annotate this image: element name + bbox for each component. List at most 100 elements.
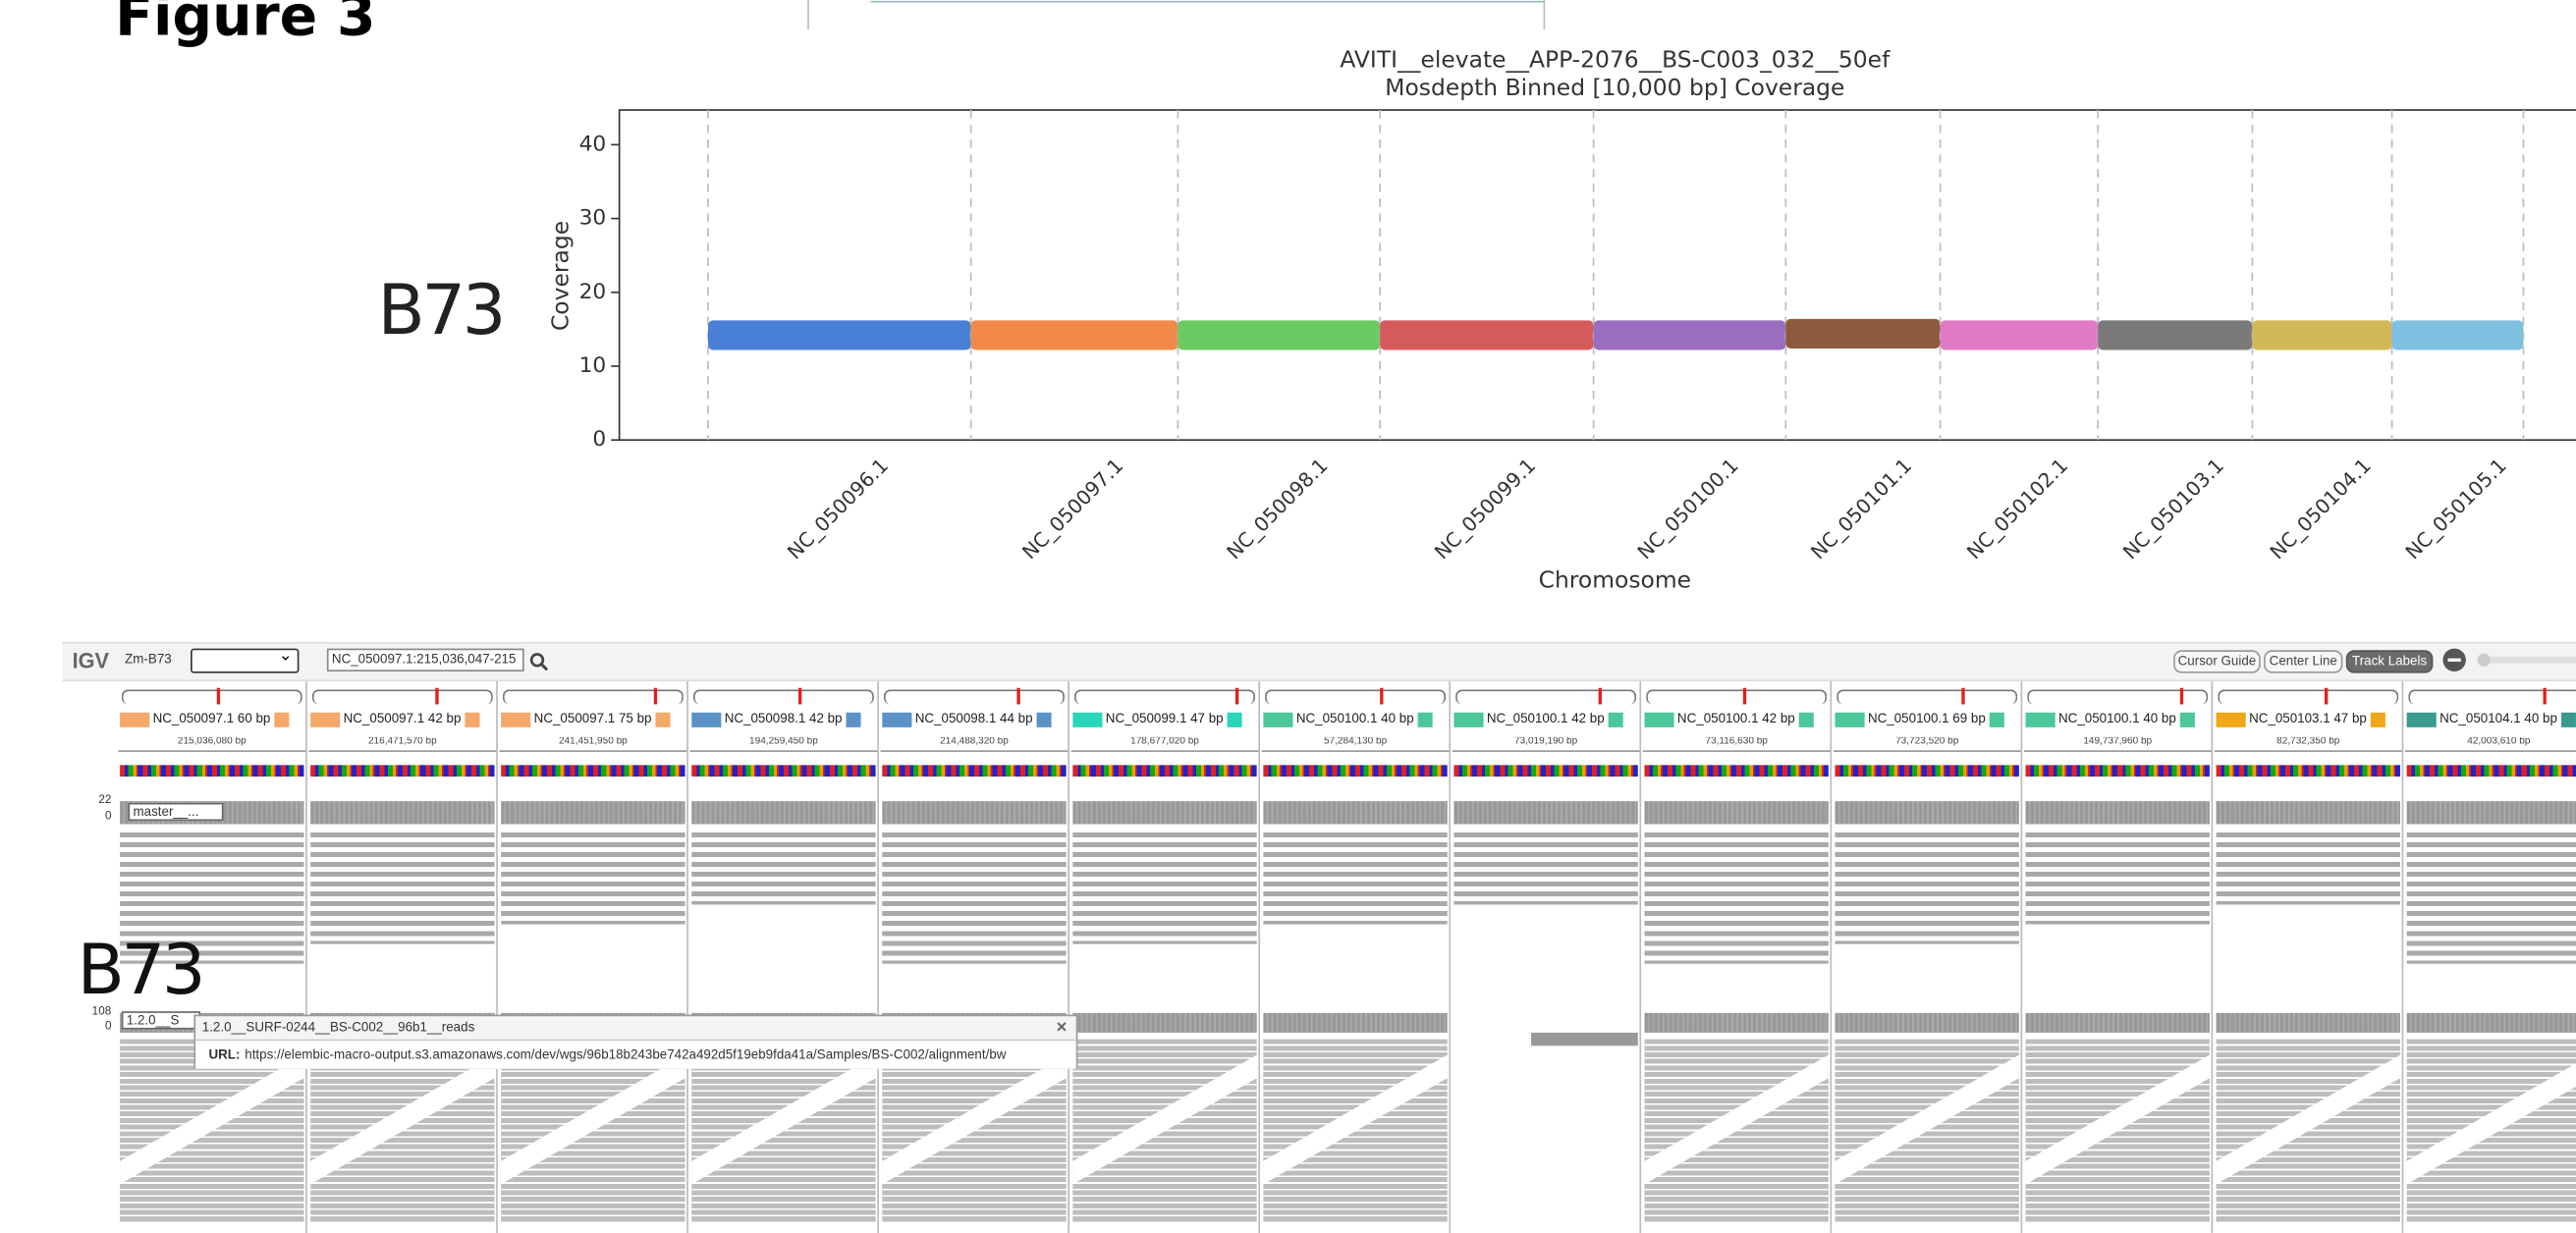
coverage-track [1072,801,1256,824]
panel-position: 215,036,080 bp [118,737,305,747]
ideogram-marker [2543,688,2546,705]
popup-close[interactable]: × [1057,1018,1068,1038]
figure: Figure 3 B73 AVITI__elevate__APP-2076__B… [0,0,2576,1233]
alignment-reads [691,832,875,905]
genome-select[interactable]: ⌄ [191,649,299,673]
track-label: 1.2.0__S [122,1011,200,1029]
search-icon[interactable] [529,652,549,671]
page: Figure 3 B73 AVITI__elevate__APP-2076__B… [0,0,2576,1233]
ruler-line [2024,750,2212,752]
locus-color [2026,713,2055,727]
locus-color [882,713,911,727]
ruler-line [1643,750,1831,752]
locus-color [1644,713,1673,727]
panel-position: 73,116,630 bp [1643,737,1831,747]
ideogram-marker [654,688,657,705]
alignment-reads [310,832,494,944]
ideogram [122,689,302,704]
track-labels-button[interactable]: Track Labels [2346,650,2434,672]
y-tick-label: 10 [579,353,607,378]
alignment-reads [2026,832,2210,925]
track-popup: 1.2.0__SURF-0244__BS-C002__96b1__reads ×… [193,1015,1077,1069]
ruler-line [308,750,496,752]
coverage-track [2217,1013,2400,1033]
x-tick-label: NC_050099.1 [1430,454,1540,563]
coverage-track [1644,801,1828,824]
panel-locus: NC_050097.1 75 bp [534,711,652,725]
panel-locus: NC_050100.1 40 bp [2058,711,2176,725]
ideogram-marker [1599,688,1602,705]
ideogram [693,689,874,704]
ruler-line [690,750,878,752]
cursor-guide-button[interactable]: Cursor Guide [2173,650,2261,672]
coverage-band [1941,320,2099,349]
alignment-reads [1453,832,1637,905]
locus-color [1609,713,1623,727]
locus-color [1072,713,1102,727]
locus-color [1418,713,1433,727]
sequence-track [2026,765,2210,777]
sequence-track [1072,765,1256,777]
locus-color [2217,713,2246,727]
alignment-reads [1836,832,2019,944]
coverage-track [1263,1013,1447,1033]
x-tick-label: NC_050104.1 [2265,454,2375,563]
sequence-track [501,765,685,777]
sample-label: B73 [78,930,203,1010]
alignment-reads [882,832,1066,964]
figure-label: Figure 3 [115,0,376,49]
locus-color [1799,713,1814,727]
ruler-line [1834,750,2021,752]
panel-locus: NC_050099.1 47 bp [1106,711,1224,725]
y-tick-label: 0 [592,427,606,452]
locus-input[interactable]: NC_050097.1:215,036,047-215 [327,649,524,671]
track-scale-min: 0 [105,1021,112,1033]
locus-color [1037,713,1052,727]
igv-panel: NC_050100.1 42 bp 73,116,630 bp [1643,681,1832,1233]
alignment-reads [1644,1040,1828,1223]
coverage-band [2252,320,2391,349]
coverage-track [1836,1013,2019,1033]
coverage-band [708,320,971,349]
track-label: master__... [128,803,223,821]
alignment-reads [2407,832,2576,964]
center-line-button[interactable]: Center Line [2264,650,2342,672]
alignment-reads [1072,832,1256,944]
coverage-track [2026,1013,2210,1033]
panel-locus: NC_050100.1 69 bp [1868,711,1986,725]
sequence-track [1836,765,2019,777]
coverage-band [971,320,1178,349]
igv-panel: NC_050098.1 42 bp 194,259,450 bp [690,681,879,1233]
ideogram [1455,689,1636,704]
plot-frame [620,110,2576,440]
track-scale-min: 0 [105,811,112,823]
coverage-band [2098,320,2252,349]
panel-locus: NC_050100.1 42 bp [1677,711,1795,725]
panel-position: 57,284,130 bp [1262,737,1450,747]
y-tick-label: 30 [579,206,607,231]
locus-color [1263,713,1292,727]
ideogram-marker [1961,688,1964,705]
panel-position: 214,488,320 bp [881,737,1069,747]
locus-color [501,713,530,727]
coverage-track [691,801,875,824]
locus-color [1453,713,1483,727]
x-tick-label: NC_050103.1 [2118,454,2228,563]
ruler-line [1071,750,1259,752]
x-tick-label: NC_050102.1 [1962,454,2072,563]
sequence-track [882,765,1066,777]
ideogram-marker [1743,688,1746,705]
coverage-track [310,801,494,824]
panel-locus: NC_050098.1 42 bp [725,711,843,725]
panel-position: 82,732,350 bp [2215,737,2402,747]
coverage-track [1072,1013,1256,1033]
zoom-control[interactable] [2441,647,2576,673]
panel-locus: NC_050097.1 42 bp [344,711,462,725]
coverage-band [1594,320,1786,349]
panel-position: 194,259,450 bp [690,737,878,747]
locus-color [1990,713,2004,727]
y-axis-label: Coverage [547,221,575,331]
